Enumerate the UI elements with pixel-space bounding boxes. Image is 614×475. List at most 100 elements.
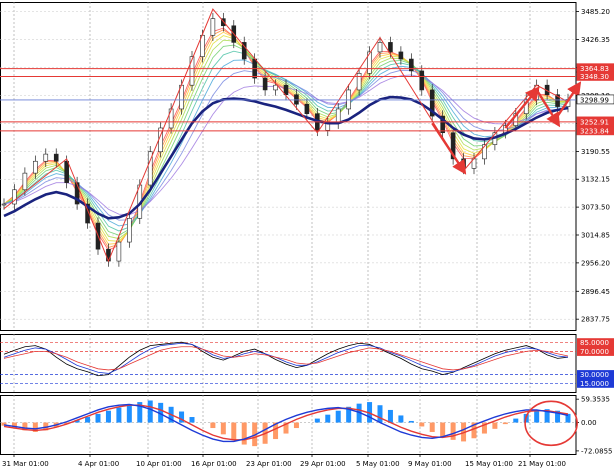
candle-body [377,42,383,53]
price-label-text: 3252.91 [580,118,609,126]
candle-body [429,89,435,117]
candle-body [283,84,289,95]
price-label-box [576,71,614,81]
macd-histogram-bar [387,409,393,423]
y-tick-label: 3073.50 [581,204,610,212]
trend-arrow [431,122,467,175]
candle-body [147,151,153,186]
macd-histogram-bar [85,417,91,423]
candle-body [482,144,487,160]
candle-body [409,58,414,72]
candle-body [64,160,69,183]
macd-histogram-bar [440,422,446,437]
macd-histogram-bar [502,422,508,425]
macd-histogram-bar [408,420,414,423]
candle-body [262,77,268,91]
macd-histogram-bar [471,422,477,439]
oscillator-level-label: 15.0000 [580,380,609,388]
oscillator-level-box [577,370,614,380]
macd-histogram-bar [419,422,425,427]
y-tick-label: 2837.75 [581,316,610,324]
macd-histogram-bar [231,422,237,440]
macd-histogram-bar [43,422,49,431]
candle-body [419,70,425,91]
x-tick-label: 23 Apr 01:00 [246,460,292,468]
macd-histogram-bar [377,405,383,423]
candle-body [335,108,341,124]
candle-body [12,189,17,205]
macd-histogram-bar [11,422,17,429]
macd-histogram-bar [534,410,540,423]
trend-arrow [504,86,540,129]
price-label-text: 3348.30 [580,73,609,81]
macd-histogram-bar [283,422,289,434]
candle-body [304,103,310,115]
macd-histogram-bar [481,422,487,434]
macd-histogram-bar [179,411,185,423]
candle-body [33,160,38,174]
macd-signal-line [3,404,569,441]
candle-body [356,73,362,91]
macd-histogram-bar [346,406,352,423]
candle-body [555,94,560,107]
price-label-text: 3233.84 [580,127,609,135]
macd-histogram-bar [126,404,132,423]
x-tick-label: 16 Apr 01:00 [191,460,237,468]
candle-body [189,56,195,86]
macd-histogram-bar [147,400,153,423]
macd-histogram-bar [335,410,341,423]
y-tick-label: 3014.85 [581,231,610,239]
oscillator-level-label: 70.0000 [580,348,609,356]
y-tick-label: 2956.20 [581,259,610,267]
x-tick-label: 5 May 01:00 [356,460,400,468]
macd-histogram-bar [398,415,404,423]
macd-main-line [3,403,569,443]
oscillator-level-label: 30.0000 [580,371,609,379]
macd-histogram-bar [325,414,331,423]
macd-histogram-bar [356,403,362,423]
oscillator-k-line [3,341,569,377]
macd-histogram-bar [22,422,28,431]
price-label-text: 3364.83 [580,65,609,73]
macd-histogram-bar [565,413,571,423]
candle-body [273,84,278,91]
price-label-text: 3298.99 [580,96,609,104]
macd-histogram-bar [544,409,550,423]
x-tick-label: 21 May 01:00 [518,460,566,468]
x-tick-label: 10 Apr 01:00 [136,460,182,468]
candle-body [116,241,122,262]
candle-body [43,153,49,162]
macd-histogram-bar [105,410,111,423]
macd-histogram-bar [429,422,435,432]
macd-histogram-bar [555,410,561,423]
y-tick-label: 3485.20 [581,8,610,16]
zigzag-line [3,8,569,263]
macd-histogram-bar [210,422,216,429]
candle-body [346,89,351,110]
candle-body [367,51,372,74]
oscillator-d-line [3,342,569,374]
oscillator-level-box [577,378,614,388]
candle-body [440,115,445,134]
price-label-box [576,94,614,105]
macd-histogram-bar [513,418,519,423]
macd-histogram-bar [220,422,226,435]
candle-body [106,248,111,262]
trend-arrow [556,81,582,117]
candle-body [85,203,90,224]
macd-level-label: 0.00 [581,419,597,427]
x-tick-label: 4 Apr 01:00 [78,460,119,468]
candle-body [398,51,404,60]
y-tick-label: 2896.45 [581,288,610,296]
candle-body [294,94,299,105]
oscillator-panel-frame [0,334,577,393]
macd-histogram-bar [1,422,7,426]
macd-histogram-bar [158,402,164,423]
oscillator-level-label: 85.0000 [580,339,609,347]
oscillator-level-box [577,346,614,356]
oscillator-slow-line [3,346,569,371]
candle-body [388,42,393,53]
x-tick-label: 31 Mar 01:00 [2,460,49,468]
